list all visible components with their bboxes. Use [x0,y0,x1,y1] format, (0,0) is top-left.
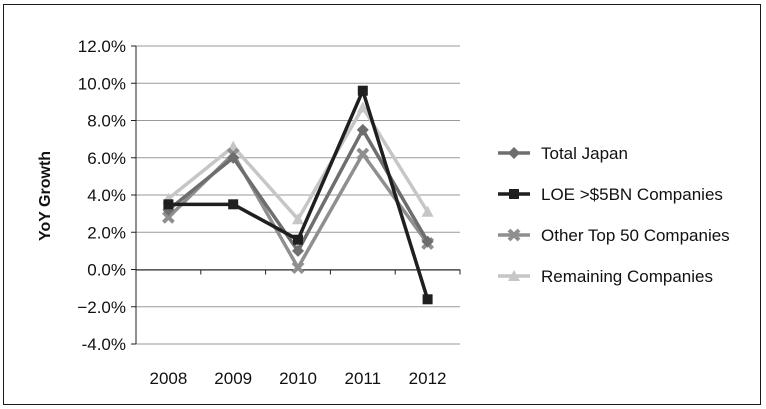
legend-entry: Total Japan [498,144,628,163]
y-tick-label: 0.0% [87,261,126,280]
data-point-legend [509,189,519,199]
data-point [227,151,240,164]
x-tick-label: 2008 [149,369,187,388]
data-point [163,199,174,210]
y-tick-label: 10.0% [78,74,126,93]
data-point [356,101,369,113]
y-tick-label: 12.0% [78,37,126,56]
y-tick-label: 6.0% [87,149,126,168]
data-point [421,235,434,248]
data-point-legend [508,270,520,281]
data-point [292,244,304,257]
legend-label: Total Japan [541,144,628,163]
y-tick-label: 2.0% [87,223,126,242]
legend-entry: Remaining Companies [498,267,713,286]
data-point [291,261,305,275]
x-tick-label: 2010 [279,369,317,388]
legend-entry: LOE >$5BN Companies [498,185,723,204]
data-point-legend [507,228,521,242]
y-tick-label: 8.0% [87,112,126,131]
data-point-legend [508,147,520,159]
data-point [228,199,239,210]
x-tick-label: 2012 [409,369,447,388]
x-tick-labels: 2008 2009 2010 2011 2012 [135,269,461,388]
chart-frame [3,4,761,405]
data-point [293,234,303,245]
data-point [356,147,370,161]
data-point [356,123,369,136]
x-tick-label: 2009 [214,369,252,388]
grid-lines [131,45,460,345]
y-tick-labels: 12.0% 10.0% 8.0% 6.0% 4.0% 2.0% 0.0% −2.0% -4.0% [77,37,126,354]
series-line [167,105,430,221]
series-lines [161,85,435,305]
data-point [422,294,433,305]
series-0 [162,123,434,257]
legend-label: Remaining Companies [541,267,713,286]
y-tick-label: -4.0% [82,335,126,354]
data-point [292,213,304,225]
y-tick-label: −2.0% [77,298,126,317]
data-point [161,210,175,224]
data-point [357,85,368,96]
series-1 [163,85,433,305]
y-tick-label: 4.0% [87,186,126,205]
data-point [421,205,434,217]
legend-label: Other Top 50 Companies [541,226,730,245]
y-axis-label: YoY Growth [37,151,54,241]
legend-entry: Other Top 50 Companies [498,226,730,245]
x-tick-label: 2011 [345,369,382,388]
legend: Total Japan LOE >$5BN Companies Other Top … [498,144,730,286]
legend-label: LOE >$5BN Companies [541,185,723,204]
